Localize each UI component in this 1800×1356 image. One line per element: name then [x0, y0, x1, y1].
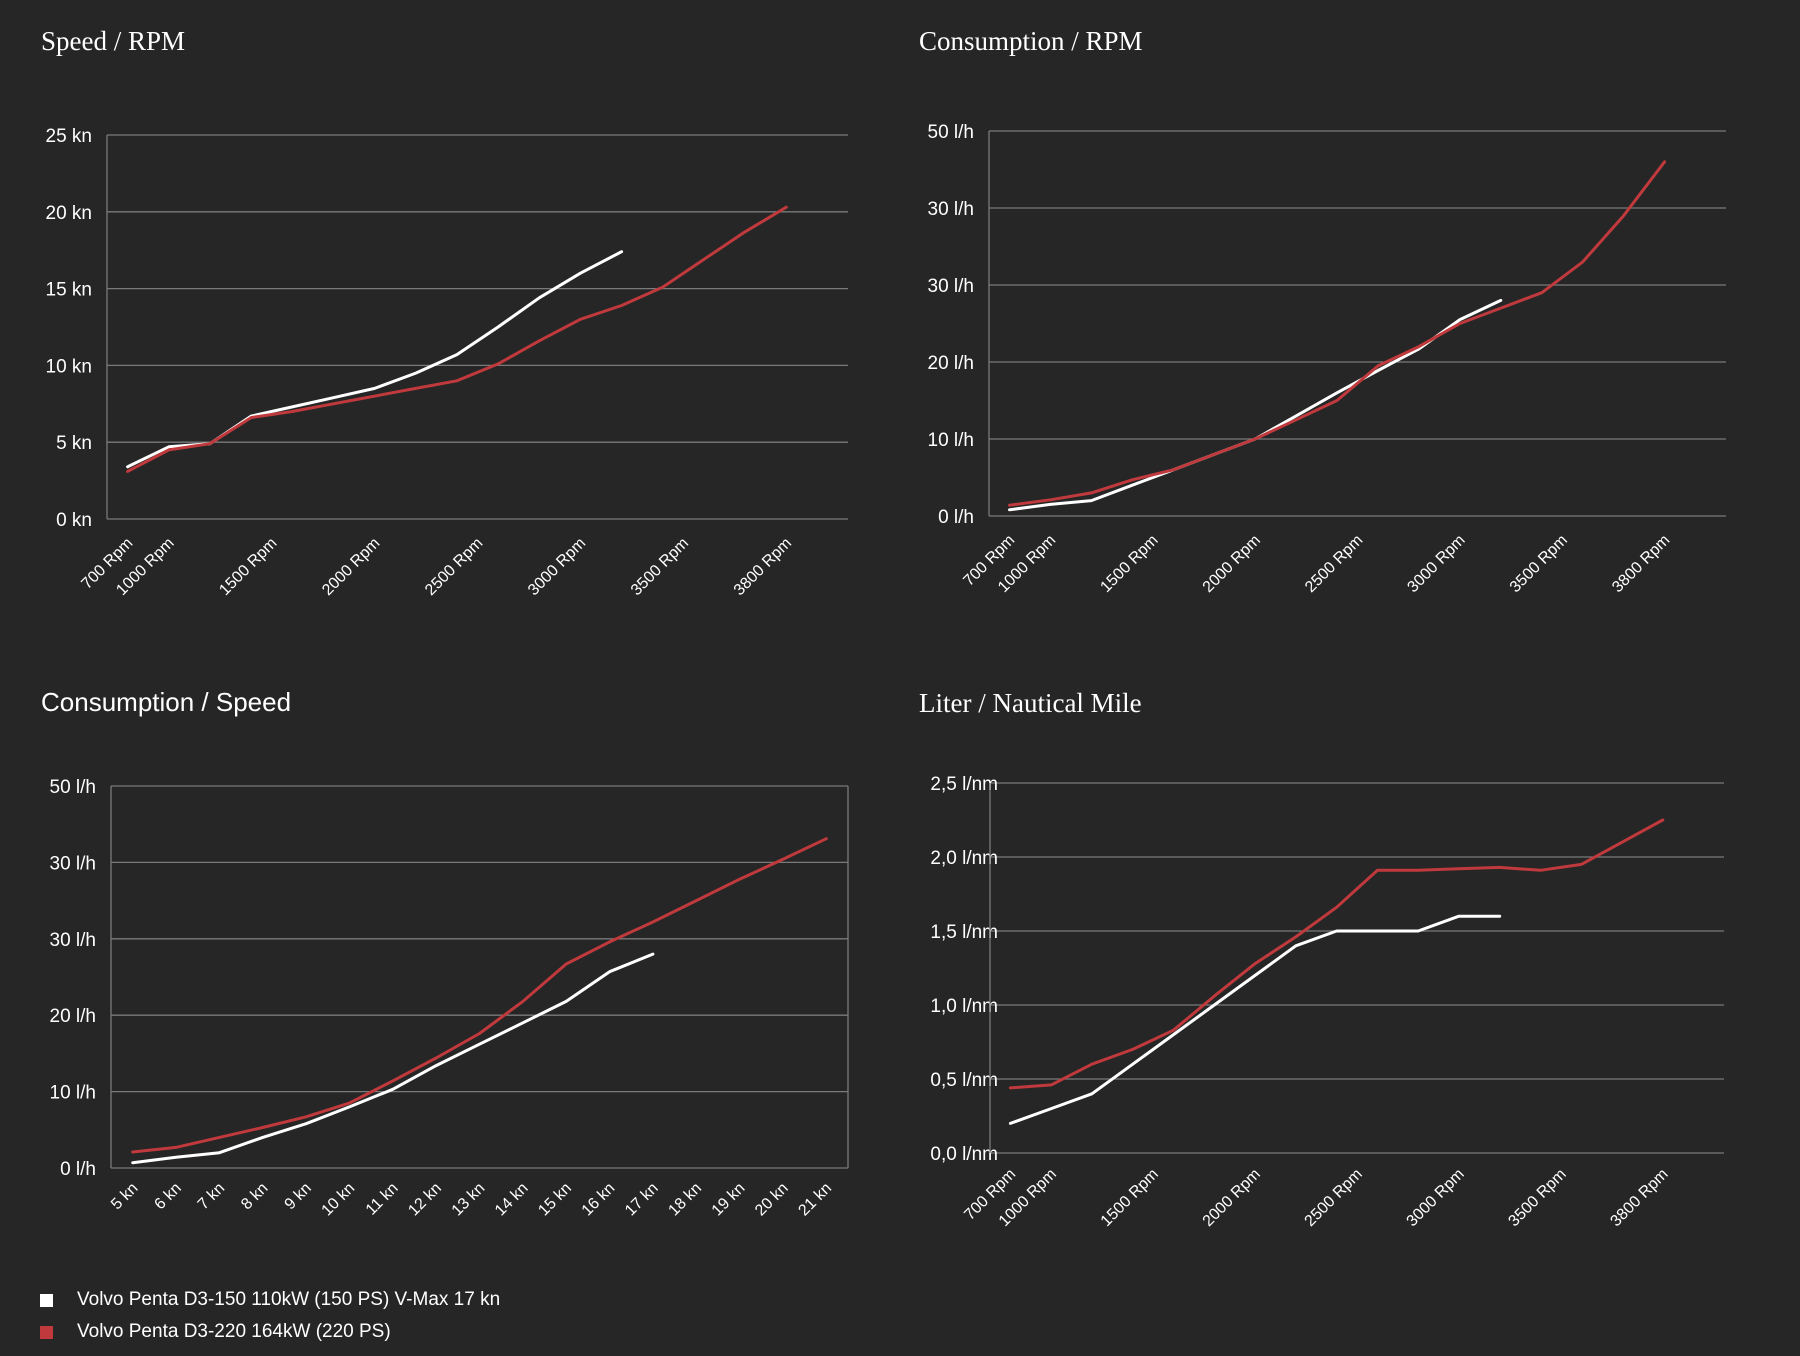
series-line-d3-150: [1008, 298, 1503, 512]
legend-item: Volvo Penta D3-150 110kW (150 PS) V-Max …: [40, 1284, 500, 1316]
x-tick-label: 3000 Rpm: [1404, 1166, 1468, 1230]
consumption-rpm-chart: Consumption / RPM 0 l/h 10 l/h 20 l/h 30 l/…: [880, 0, 1800, 660]
x-tick-label: 16 kn: [579, 1180, 619, 1220]
y-tick-label: 0 l/h: [60, 1159, 96, 1180]
y-tick-label: 20 kn: [46, 203, 92, 224]
x-tick-label: 3800 Rpm: [1609, 532, 1673, 596]
y-tick-label: 50 l/h: [50, 777, 96, 798]
y-tick-label: 25 kn: [46, 126, 92, 147]
x-tick-label: 2000 Rpm: [1200, 532, 1264, 596]
series-line-d3-150: [131, 952, 655, 1165]
y-tick-label: 2,0 l/nm: [930, 848, 998, 869]
legend: Volvo Penta D3-150 110kW (150 PS) V-Max …: [40, 1284, 500, 1348]
y-tick-label: 1,0 l/nm: [930, 996, 998, 1017]
series-line-d3-220: [1008, 818, 1665, 1090]
series-line-d3-220: [126, 205, 788, 473]
x-tick-label: 2500 Rpm: [1302, 532, 1366, 596]
chart-title: Speed / RPM: [41, 26, 186, 56]
x-tick-label: 13 kn: [449, 1180, 489, 1220]
series-line-d3-220: [131, 837, 828, 1154]
liter-nautical-mile-plot: 0,0 l/nm 0,5 l/nm 1,0 l/nm 1,5 l/nm 2,0 l/nm…: [930, 774, 1724, 1230]
x-tick-label: 21 kn: [795, 1180, 835, 1220]
x-tick-label: 5 kn: [108, 1180, 141, 1213]
y-tick-label: 0 kn: [56, 510, 92, 531]
x-tick-label: 10 kn: [319, 1180, 359, 1220]
y-tick-label: 2,5 l/nm: [930, 774, 998, 795]
x-tick-label: 12 kn: [405, 1180, 445, 1220]
x-tick-label: 11 kn: [363, 1180, 402, 1219]
y-tick-label: 0 l/h: [938, 507, 974, 528]
consumption-speed-plot: 0 l/h 10 l/h 20 l/h 30 l/h 30 l/h 50 l/h 5 kn 6…: [50, 777, 849, 1220]
y-tick-label: 15 kn: [46, 280, 92, 301]
series-line-d3-150: [126, 250, 624, 469]
series-line-d3-150: [1008, 914, 1502, 1125]
chart-title: Consumption / Speed: [41, 687, 292, 717]
y-tick-label: 5 kn: [56, 433, 92, 454]
x-tick-label: 2500 Rpm: [422, 535, 486, 599]
x-tick-label: 3000 Rpm: [1404, 532, 1468, 596]
x-tick-label: 14 kn: [492, 1180, 532, 1220]
y-tick-label: 0,5 l/nm: [930, 1070, 998, 1091]
x-tick-label: 17 kn: [622, 1180, 662, 1220]
y-tick-label: 10 kn: [46, 356, 92, 377]
x-tick-label: 2000 Rpm: [319, 535, 383, 599]
x-tick-label: 6 kn: [151, 1180, 184, 1213]
x-tick-label: 3500 Rpm: [628, 535, 692, 599]
x-tick-label: 3500 Rpm: [1505, 1166, 1569, 1230]
y-tick-label: 20 l/h: [50, 1006, 96, 1027]
x-tick-label: 3500 Rpm: [1507, 532, 1571, 596]
chart-title: Consumption / RPM: [919, 26, 1143, 56]
legend-item: Volvo Penta D3-220 164kW (220 PS): [40, 1316, 500, 1348]
y-tick-label: 50 l/h: [928, 122, 974, 143]
y-tick-label: 20 l/h: [928, 353, 974, 374]
x-tick-label: 19 kn: [709, 1180, 749, 1220]
y-tick-label: 10 l/h: [928, 430, 974, 451]
x-tick-label: 9 kn: [282, 1180, 315, 1213]
x-tick-label: 7 kn: [195, 1180, 228, 1213]
x-tick-label: 18 kn: [665, 1180, 705, 1220]
consumption-speed-chart: Consumption / Speed 0 l/h 10 l/h 20 l/h 30 …: [0, 660, 880, 1260]
x-tick-label: 3000 Rpm: [525, 535, 589, 599]
y-tick-label: 0,0 l/nm: [930, 1144, 998, 1165]
y-tick-label: 10 l/h: [50, 1083, 96, 1104]
x-tick-label: 3800 Rpm: [1607, 1166, 1671, 1230]
x-tick-label: 1500 Rpm: [1098, 1166, 1162, 1230]
series-line-d3-220: [1008, 160, 1667, 507]
x-tick-label: 8 kn: [238, 1180, 271, 1213]
x-tick-label: 3800 Rpm: [731, 535, 795, 599]
legend-label: Volvo Penta D3-220 164kW (220 PS): [77, 1321, 391, 1342]
speed-rpm-chart: Speed / RPM 0 kn 5 kn 10 kn 15 kn 20 kn 25 kn…: [0, 0, 880, 660]
liter-nautical-mile-chart: Liter / Nautical Mile 0,0 l/nm 0,5 l/nm 1,…: [880, 660, 1800, 1260]
chart-title: Liter / Nautical Mile: [919, 688, 1142, 718]
y-tick-label: 30 l/h: [50, 853, 96, 874]
legend-swatch-red: [40, 1325, 53, 1339]
y-tick-label: 30 l/h: [928, 199, 974, 220]
x-tick-label: 15 kn: [535, 1180, 575, 1220]
y-tick-label: 30 l/h: [928, 276, 974, 297]
legend-label: Volvo Penta D3-150 110kW (150 PS) V-Max …: [77, 1289, 501, 1310]
y-tick-label: 1,5 l/nm: [930, 922, 998, 943]
legend-swatch-white: [40, 1293, 53, 1307]
x-tick-label: 1500 Rpm: [1097, 532, 1161, 596]
x-tick-label: 2500 Rpm: [1302, 1166, 1366, 1230]
x-tick-label: 1500 Rpm: [216, 535, 280, 599]
x-tick-label: 2000 Rpm: [1200, 1166, 1264, 1230]
x-tick-label: 20 kn: [752, 1180, 792, 1220]
y-tick-label: 30 l/h: [50, 930, 96, 951]
